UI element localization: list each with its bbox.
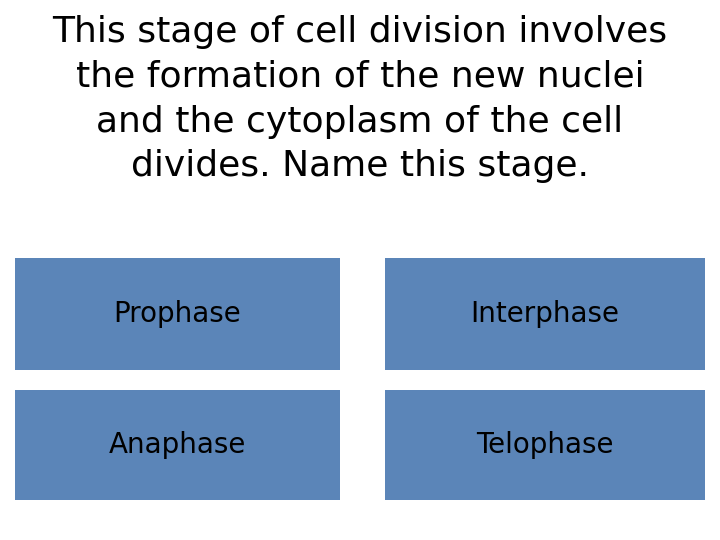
Text: Prophase: Prophase [114,300,241,328]
FancyBboxPatch shape [15,390,340,500]
FancyBboxPatch shape [385,258,705,370]
Text: Interphase: Interphase [470,300,619,328]
FancyBboxPatch shape [15,258,340,370]
Text: Anaphase: Anaphase [109,431,246,459]
FancyBboxPatch shape [385,390,705,500]
Text: Telophase: Telophase [476,431,613,459]
Text: This stage of cell division involves
the formation of the new nuclei
and the cyt: This stage of cell division involves the… [53,15,667,184]
